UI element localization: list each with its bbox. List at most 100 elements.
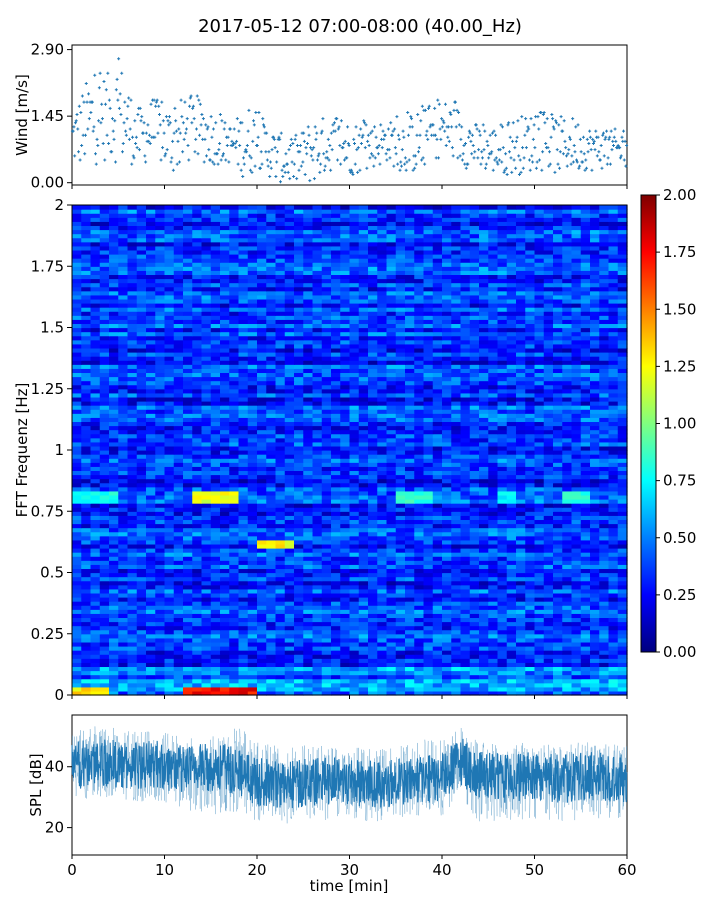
wind-point: [384, 152, 388, 156]
spectrogram-cell: [238, 560, 249, 565]
spectrogram-cell: [395, 490, 406, 496]
wind-point: [294, 133, 298, 137]
wind-point: [258, 166, 262, 170]
spectrogram-cell: [99, 662, 110, 668]
spectrogram-cell: [562, 572, 573, 578]
spectrogram-cell: [331, 462, 341, 467]
spectrogram-cell: [81, 409, 92, 414]
spectrogram-cell: [469, 658, 480, 663]
spectrogram-cell: [608, 474, 619, 480]
spectrogram-cell: [118, 637, 129, 643]
spectrogram-cell: [599, 425, 610, 431]
spectrogram-cell: [395, 666, 406, 672]
spectrogram-cell: [136, 674, 147, 680]
spectrogram-cell: [155, 560, 166, 565]
spectrogram-cell: [460, 470, 471, 476]
wind-point: [611, 139, 615, 143]
spectrogram-cell: [608, 417, 619, 423]
spectrogram-cell: [543, 625, 554, 631]
spectrogram-cell: [516, 674, 526, 680]
spectrogram-cell: [442, 494, 452, 500]
wind-point: [506, 123, 510, 127]
spectrogram-cell: [136, 519, 147, 525]
spectrogram-cell: [599, 441, 610, 447]
spectrogram-cell: [386, 409, 397, 414]
spectrogram-cell: [506, 605, 517, 610]
spectrogram-cell: [284, 417, 295, 423]
spectrogram-cell: [405, 507, 415, 512]
wind-point: [104, 102, 108, 106]
spectrogram-cell: [543, 454, 554, 459]
spectrogram-cell: [118, 658, 129, 663]
spectrogram-cell: [266, 417, 277, 423]
spectrogram-cell: [275, 405, 286, 410]
spectrogram-cell: [303, 548, 314, 553]
spectrogram-cell: [72, 470, 82, 476]
spectrogram-cell: [469, 539, 480, 545]
spectrogram-cell: [340, 592, 351, 598]
spectrogram-cell: [497, 580, 508, 586]
spectrogram-cell: [571, 433, 582, 439]
wind-point: [183, 100, 187, 104]
spectrogram-cell: [599, 515, 610, 521]
spectrogram-cell: [479, 470, 489, 476]
wind-point: [282, 164, 286, 168]
spectrogram-cell: [349, 560, 360, 565]
spectrogram-cell: [451, 515, 462, 521]
spectrogram-cell: [414, 588, 425, 594]
spectrogram-cell: [405, 511, 415, 516]
wind-point: [306, 125, 310, 129]
spectrogram-cell: [266, 535, 277, 541]
spectrogram-cell: [599, 666, 610, 672]
spectrogram-cell: [109, 478, 119, 484]
spectrogram-cell: [294, 409, 304, 414]
spectrogram-cell: [312, 564, 323, 570]
spectrogram-cell: [247, 421, 258, 427]
wind-point: [624, 164, 628, 168]
spectrogram-cell: [81, 494, 92, 500]
spectrogram-cell: [488, 515, 499, 521]
spectrogram-cell: [201, 417, 212, 423]
spectrogram-cell: [72, 543, 82, 549]
wind-point: [467, 129, 471, 133]
spectrogram-cell: [479, 531, 489, 537]
spectrogram-cell: [321, 646, 332, 651]
spectrogram-cell: [266, 519, 277, 525]
spectrogram-cell: [460, 580, 471, 586]
spectrogram-cell: [275, 584, 286, 590]
spectrogram-cell: [72, 658, 82, 663]
spectrogram-cell: [562, 641, 573, 647]
spectrogram-cell: [432, 527, 443, 533]
spectrogram-cell: [451, 458, 462, 463]
spectrogram-cell: [201, 450, 212, 455]
spectrogram-cell: [294, 503, 304, 508]
spectrogram-cell: [321, 543, 332, 549]
spectrogram-cell: [386, 552, 397, 557]
spectrogram-cell: [543, 650, 554, 655]
spectrogram-cell: [294, 494, 304, 500]
spectrogram-cell: [146, 617, 156, 623]
spectrogram-cell: [340, 450, 351, 455]
spectrogram-cell: [266, 494, 277, 500]
spectrogram-cell: [543, 527, 554, 533]
spectrogram-cell: [183, 617, 193, 623]
spectrogram-cell: [349, 486, 360, 492]
spectrogram-cell: [247, 425, 258, 431]
spectrogram-cell: [127, 417, 138, 423]
spectrogram-cell: [580, 433, 591, 439]
spectrogram-cell: [155, 486, 166, 492]
spectrogram-cell: [460, 413, 471, 418]
spectrogram-cell: [146, 548, 156, 553]
wind-point: [366, 139, 370, 143]
spectrogram-cell: [321, 490, 332, 496]
spectrogram-cell: [238, 572, 249, 578]
spectrogram-cell: [99, 413, 110, 418]
spectrogram-cell: [192, 535, 203, 541]
spectrogram-cell: [201, 686, 212, 692]
spectrogram-cell: [99, 490, 110, 496]
wind-point: [559, 115, 563, 119]
spectrogram-cell: [423, 466, 434, 472]
wind-point: [409, 115, 413, 119]
spectrogram-cell: [99, 690, 110, 696]
spectrogram-cell: [590, 560, 600, 565]
